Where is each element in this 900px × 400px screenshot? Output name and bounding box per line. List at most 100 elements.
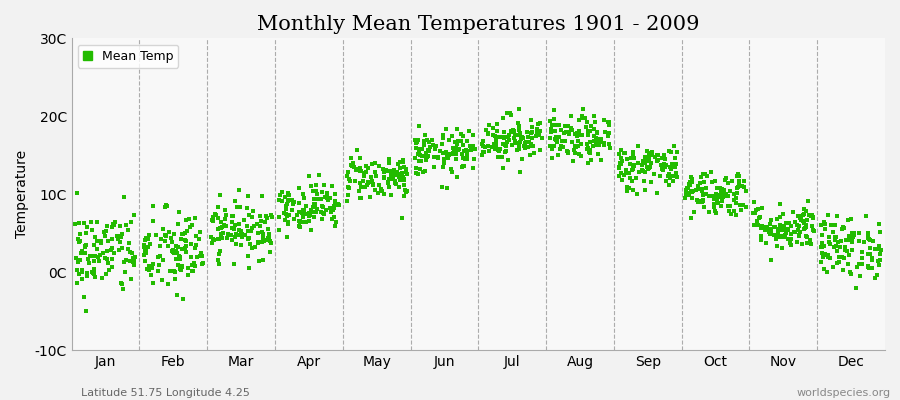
- Point: [659, 162, 673, 168]
- Point: [773, 222, 788, 228]
- Point: [381, 179, 395, 185]
- Point: [387, 166, 401, 173]
- Point: [683, 181, 698, 188]
- Point: [138, 258, 152, 265]
- Point: [392, 172, 407, 178]
- Point: [121, 226, 135, 233]
- Point: [316, 203, 330, 210]
- Point: [185, 268, 200, 274]
- Point: [410, 139, 424, 145]
- Point: [245, 244, 259, 251]
- Point: [687, 209, 701, 216]
- Point: [475, 149, 490, 156]
- Point: [806, 227, 821, 234]
- Point: [341, 176, 356, 182]
- Point: [572, 116, 587, 123]
- Point: [297, 219, 311, 226]
- Point: [550, 138, 564, 144]
- Point: [697, 197, 711, 204]
- Point: [685, 179, 699, 185]
- Point: [564, 126, 579, 133]
- Point: [299, 211, 313, 218]
- Point: [310, 190, 324, 197]
- Point: [466, 132, 481, 138]
- Point: [467, 156, 482, 163]
- Point: [800, 239, 814, 246]
- Point: [513, 169, 527, 175]
- Point: [612, 164, 626, 171]
- Point: [679, 195, 693, 202]
- Point: [329, 200, 344, 207]
- Point: [654, 162, 669, 168]
- Point: [630, 190, 644, 197]
- Point: [845, 247, 859, 253]
- Point: [862, 236, 877, 242]
- Title: Monthly Mean Temperatures 1901 - 2009: Monthly Mean Temperatures 1901 - 2009: [257, 15, 699, 34]
- Point: [521, 134, 535, 140]
- Point: [346, 160, 360, 167]
- Point: [504, 128, 518, 134]
- Point: [316, 210, 330, 216]
- Point: [320, 190, 334, 196]
- Point: [184, 240, 199, 247]
- Point: [784, 236, 798, 242]
- Point: [309, 188, 323, 194]
- Point: [587, 133, 601, 140]
- Point: [620, 156, 634, 162]
- Point: [166, 268, 181, 274]
- Point: [466, 165, 481, 171]
- Point: [228, 234, 242, 240]
- Point: [776, 211, 790, 217]
- Point: [581, 132, 596, 138]
- Point: [805, 223, 819, 229]
- Point: [499, 148, 513, 154]
- Point: [117, 259, 131, 265]
- Point: [381, 180, 395, 186]
- Point: [714, 189, 728, 196]
- Point: [251, 240, 266, 246]
- Point: [357, 170, 372, 176]
- Point: [827, 244, 842, 251]
- Point: [79, 308, 94, 314]
- Point: [91, 254, 105, 260]
- Point: [727, 208, 742, 214]
- Point: [207, 237, 221, 243]
- Point: [837, 225, 851, 231]
- Point: [521, 144, 535, 150]
- Point: [231, 232, 246, 239]
- Point: [90, 219, 104, 225]
- Point: [141, 266, 156, 273]
- Point: [414, 158, 428, 164]
- Point: [626, 152, 640, 158]
- Point: [749, 207, 763, 213]
- Point: [489, 139, 503, 146]
- Point: [618, 150, 633, 156]
- Point: [806, 213, 820, 220]
- Point: [293, 218, 308, 225]
- Point: [775, 234, 789, 240]
- Point: [733, 173, 747, 180]
- Point: [278, 217, 293, 224]
- Point: [570, 130, 584, 136]
- Point: [871, 258, 886, 264]
- Point: [361, 180, 375, 186]
- Point: [827, 233, 842, 240]
- Point: [166, 249, 180, 255]
- Point: [167, 268, 182, 274]
- Point: [358, 163, 373, 169]
- Point: [409, 138, 423, 145]
- Legend: Mean Temp: Mean Temp: [78, 44, 178, 68]
- Point: [87, 253, 102, 260]
- Point: [261, 234, 275, 240]
- Point: [489, 144, 503, 150]
- Point: [865, 257, 879, 263]
- Point: [589, 134, 603, 141]
- Point: [626, 163, 641, 169]
- Point: [172, 252, 186, 259]
- Point: [590, 139, 604, 145]
- Point: [821, 254, 835, 260]
- Point: [716, 186, 731, 193]
- Point: [441, 151, 455, 158]
- Point: [544, 154, 559, 161]
- Point: [150, 268, 165, 274]
